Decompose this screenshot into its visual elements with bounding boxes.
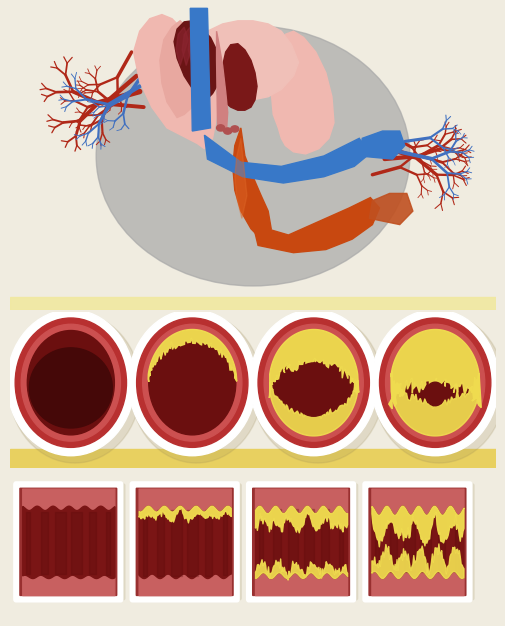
- Polygon shape: [269, 380, 357, 436]
- Ellipse shape: [251, 313, 383, 463]
- Polygon shape: [148, 329, 236, 382]
- Ellipse shape: [270, 331, 357, 435]
- Ellipse shape: [27, 331, 114, 435]
- Polygon shape: [190, 8, 210, 131]
- FancyBboxPatch shape: [254, 483, 358, 600]
- Ellipse shape: [373, 313, 504, 463]
- Polygon shape: [222, 44, 257, 110]
- FancyBboxPatch shape: [368, 488, 466, 596]
- Ellipse shape: [223, 128, 231, 134]
- Polygon shape: [176, 27, 188, 66]
- Ellipse shape: [385, 324, 484, 441]
- Polygon shape: [390, 371, 478, 436]
- Ellipse shape: [291, 363, 335, 416]
- Polygon shape: [182, 27, 194, 66]
- FancyBboxPatch shape: [137, 483, 241, 600]
- FancyBboxPatch shape: [251, 488, 349, 596]
- Polygon shape: [174, 21, 220, 102]
- Ellipse shape: [148, 331, 235, 435]
- Polygon shape: [216, 31, 227, 131]
- Polygon shape: [160, 21, 200, 118]
- Polygon shape: [204, 135, 369, 183]
- Polygon shape: [359, 131, 404, 159]
- Ellipse shape: [371, 310, 498, 456]
- Polygon shape: [188, 27, 200, 66]
- FancyBboxPatch shape: [13, 481, 123, 602]
- Ellipse shape: [158, 345, 226, 426]
- FancyBboxPatch shape: [245, 481, 356, 602]
- Ellipse shape: [216, 125, 224, 131]
- Ellipse shape: [425, 382, 444, 406]
- Polygon shape: [271, 31, 333, 154]
- Ellipse shape: [142, 324, 241, 441]
- Polygon shape: [182, 21, 298, 100]
- Ellipse shape: [7, 310, 134, 456]
- Polygon shape: [10, 297, 495, 310]
- Ellipse shape: [264, 324, 363, 441]
- Ellipse shape: [29, 348, 112, 428]
- Ellipse shape: [15, 318, 126, 448]
- FancyBboxPatch shape: [19, 488, 117, 596]
- Polygon shape: [269, 329, 358, 398]
- FancyBboxPatch shape: [129, 481, 239, 602]
- Ellipse shape: [21, 324, 120, 441]
- Ellipse shape: [128, 310, 256, 456]
- FancyBboxPatch shape: [370, 483, 474, 600]
- FancyBboxPatch shape: [21, 483, 125, 600]
- Ellipse shape: [136, 318, 247, 448]
- FancyBboxPatch shape: [362, 481, 472, 602]
- FancyBboxPatch shape: [135, 488, 233, 596]
- Polygon shape: [388, 329, 480, 409]
- Ellipse shape: [230, 126, 238, 132]
- Polygon shape: [369, 193, 412, 225]
- Ellipse shape: [379, 318, 490, 448]
- Ellipse shape: [130, 313, 262, 463]
- Ellipse shape: [9, 313, 140, 463]
- Ellipse shape: [249, 310, 377, 456]
- Ellipse shape: [96, 26, 409, 286]
- Polygon shape: [252, 198, 379, 253]
- Ellipse shape: [258, 318, 369, 448]
- Polygon shape: [232, 128, 271, 239]
- Ellipse shape: [391, 331, 478, 435]
- Polygon shape: [234, 138, 246, 218]
- Polygon shape: [10, 449, 495, 468]
- Polygon shape: [133, 14, 217, 149]
